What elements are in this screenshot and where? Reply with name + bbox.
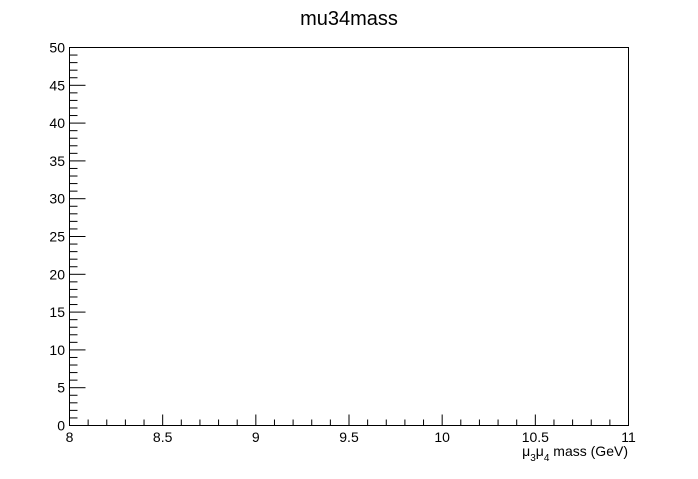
y-tick-label: 50	[49, 40, 65, 56]
x-tick-label: 10	[434, 429, 450, 445]
y-tick-label: 0	[57, 418, 65, 434]
y-tick-label: 25	[49, 229, 65, 245]
axis-ticks	[69, 47, 629, 426]
x-tick-label: 8	[66, 429, 74, 445]
x-axis-label-sub-a: 3	[530, 453, 536, 464]
x-axis-label-mu-b: μ	[536, 443, 544, 459]
x-axis-label: μ3μ4 mass (GeV)	[522, 443, 628, 464]
x-tick-label: 11	[621, 429, 636, 445]
x-tick-label: 10.5	[522, 429, 549, 445]
y-tick-labels: 0 5 10 15 20 25 30 35 40 45 50	[49, 40, 65, 434]
y-tick-label: 30	[49, 191, 65, 207]
y-tick-label: 35	[49, 153, 65, 169]
y-tick-label: 40	[49, 115, 65, 131]
x-tick-labels: 8 8.5 9 9.5 10 10.5 11	[66, 429, 636, 445]
chart-title: mu34mass	[300, 8, 398, 30]
y-tick-label: 15	[49, 304, 65, 320]
x-axis-label-sub-b: 4	[544, 453, 550, 464]
y-tick-label: 10	[49, 342, 65, 358]
plot-frame	[69, 47, 629, 426]
x-tick-label: 9.5	[339, 429, 359, 445]
y-tick-label: 45	[49, 77, 65, 93]
x-tick-label: 8.5	[153, 429, 173, 445]
y-tick-label: 5	[57, 380, 65, 396]
x-axis-label-rest: mass (GeV)	[549, 443, 628, 459]
x-axis-label-mu-a: μ	[522, 443, 530, 459]
x-tick-label: 9	[252, 429, 260, 445]
y-tick-label: 20	[49, 266, 65, 282]
